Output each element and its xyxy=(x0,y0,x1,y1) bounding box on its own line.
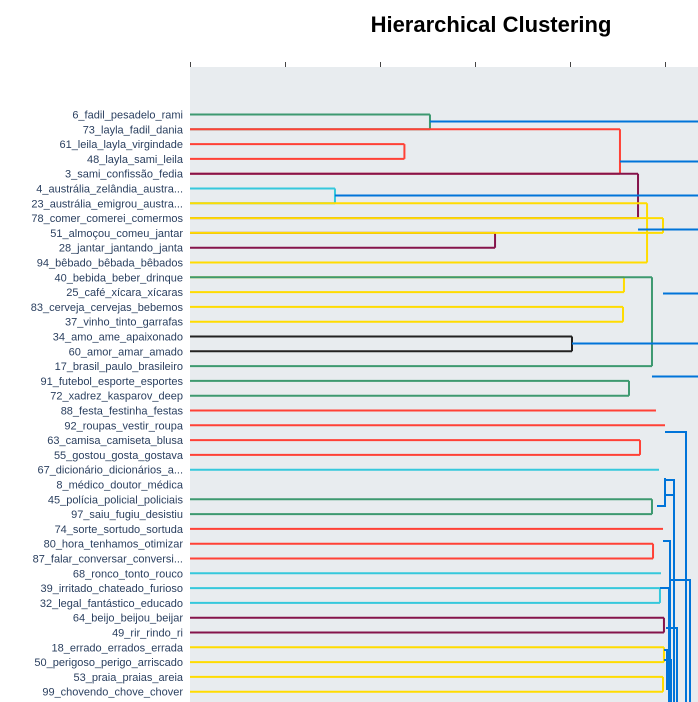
leaf-label: 92_roupas_vestir_roupa xyxy=(64,420,184,432)
leaf-label: 18_errado_errados_errada xyxy=(52,642,184,654)
root-link xyxy=(664,649,668,690)
cluster-link xyxy=(190,675,665,693)
leaf-labels: 6_fadil_pesadelo_rami 73_layla_fadil_dani… xyxy=(31,110,184,699)
leaf-label: 68_ronco_tonto_rouco xyxy=(73,568,183,580)
cluster-links xyxy=(190,113,665,693)
cluster-link xyxy=(190,542,655,560)
leaf-label: 64_beijo_beijou_beijar xyxy=(73,613,183,625)
leaf-label: 63_camisa_camiseta_blusa xyxy=(47,435,184,447)
leaf-label: 49_rir_rindo_ri xyxy=(112,628,183,640)
chart-title: Hierarchical Clustering xyxy=(370,12,612,37)
leaf-label: 55_gostou_gosta_gostava xyxy=(54,450,184,462)
leaf-label: 74_sorte_sortudo_sortuda xyxy=(55,524,184,536)
leaf-label: 60_amor_amar_amado xyxy=(69,346,183,358)
leaf-label: 37_vinho_tinto_garrafas xyxy=(65,317,184,329)
leaf-label: 3_sami_confissão_fedia xyxy=(65,169,184,181)
leaf-label: 50_perigoso_perigo_arriscado xyxy=(34,657,183,669)
leaf-label: 97_saiu_fugiu_desistiu xyxy=(71,509,183,521)
leaf-label: 25_café_xícara_xícaras xyxy=(66,287,183,299)
leaf-label: 51_almoçou_comeu_jantar xyxy=(50,228,183,240)
leaf-label: 53_praia_praias_areia xyxy=(74,672,184,684)
cluster-link xyxy=(190,587,661,604)
leaf-label: 61_leila_layla_virgindade xyxy=(59,139,183,151)
cluster-link xyxy=(190,616,665,634)
leaf-label: 32_legal_fantástico_educado xyxy=(40,598,183,610)
leaf-label: 72_xadrez_kasparov_deep xyxy=(50,391,183,403)
cluster-link xyxy=(190,143,406,160)
leaf-label: 28_jantar_jantando_janta xyxy=(59,243,184,255)
leaf-label: 88_festa_festinha_festas xyxy=(61,406,184,418)
cluster-link xyxy=(190,305,625,323)
leaf-label: 83_cerveja_cervejas_bebemos xyxy=(31,302,184,314)
leaf-label: 87_falar_conversar_conversi... xyxy=(33,554,183,566)
leaf-label: 94_bêbado_bêbada_bêbados xyxy=(37,258,184,270)
leaf-label: 78_comer_comerei_comermos xyxy=(31,213,183,225)
leaf-label: 17_brasil_paulo_brasileiro xyxy=(55,361,183,373)
leaf-label: 73_layla_fadil_dania xyxy=(83,124,184,136)
root-link xyxy=(657,478,666,507)
leaf-label: 6_fadil_pesadelo_rami xyxy=(72,110,183,122)
root-links xyxy=(334,120,698,702)
cluster-link xyxy=(190,439,642,456)
root-link xyxy=(660,587,670,702)
root-link xyxy=(665,431,687,702)
leaf-label: 67_dicionário_dicionários_a... xyxy=(37,465,183,477)
cluster-link xyxy=(190,379,630,397)
x-axis-ticks xyxy=(190,62,666,67)
root-link xyxy=(671,579,691,702)
leaf-label: 8_médico_doutor_médica xyxy=(56,480,183,492)
cluster-link xyxy=(190,276,653,368)
leaf-label: 45_polícia_policial_policiais xyxy=(48,494,184,506)
leaf-label: 91_futebol_esporte_esportes xyxy=(41,376,184,388)
leaf-label: 39_irritado_chateado_furioso xyxy=(41,583,184,595)
leaf-label: 48_layla_sami_leila xyxy=(87,154,184,166)
leaf-label: 23_austrália_emigrou_austra... xyxy=(31,198,183,210)
leaf-label: 99_chovendo_chove_chover xyxy=(42,687,183,699)
leaf-label: 34_amo_ame_apaixonado xyxy=(53,332,183,344)
root-link xyxy=(666,627,678,702)
cluster-link xyxy=(190,498,653,516)
leaf-label: 4_austrália_zelândia_austra... xyxy=(36,184,183,196)
cluster-link xyxy=(190,646,665,664)
leaf-label: 40_bebida_beber_drinque xyxy=(55,272,183,284)
leaf-label: 80_hora_tenhamos_otimizar xyxy=(44,539,184,551)
